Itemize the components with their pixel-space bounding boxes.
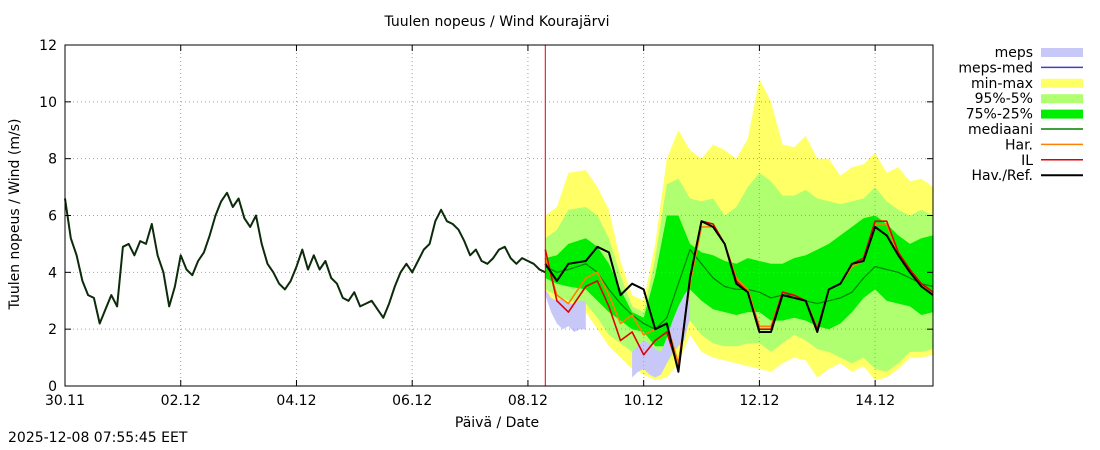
y-tick-label: 10 (39, 95, 57, 111)
x-tick-label: 06.12 (392, 393, 432, 409)
y-tick-label: 6 (48, 209, 57, 225)
x-tick-label: 10.12 (624, 393, 664, 409)
y-tick-label: 2 (48, 322, 57, 338)
legend-swatch (1041, 78, 1083, 88)
x-tick-label: 08.12 (508, 393, 548, 409)
legend-swatch (1041, 48, 1083, 57)
series-hav-ref-history (64, 191, 546, 325)
legend: mepsmeps-medmin-max95%-5%75%-25%mediaani… (958, 45, 1083, 184)
series-hav-ref-forecast (544, 220, 934, 373)
legend-label: IL (1021, 153, 1033, 169)
y-tick-label: 0 (48, 379, 57, 395)
x-tick-label: 04.12 (276, 393, 316, 409)
legend-label: 95%-5% (975, 91, 1033, 107)
legend-label: mediaani (968, 122, 1033, 138)
band-meps (545, 289, 586, 332)
series-il (544, 220, 934, 370)
legend-label: 75%-25% (966, 107, 1033, 123)
legend-label: Har. (1005, 137, 1033, 153)
legend-swatch (1041, 94, 1083, 104)
legend-label: meps-med (958, 60, 1033, 76)
x-tick-label: 14.12 (855, 393, 895, 409)
y-tick-label: 8 (48, 152, 57, 168)
plot-area: 0 2 4 6 8 10 12 30.11 02.12 04.12 06.12 08.12 10.12 1… (39, 38, 934, 409)
timestamp: 2025-12-08 07:55:45 EET (8, 430, 188, 446)
x-tick-label: 30.11 (45, 393, 85, 409)
series-mediaani (545, 249, 934, 330)
x-tick-label: 02.12 (161, 393, 201, 409)
legend-swatch (1041, 109, 1083, 119)
legend-label: Hav./Ref. (971, 168, 1033, 184)
x-tick-label: 12.12 (739, 393, 779, 409)
x-axis-label: Päivä / Date (455, 415, 539, 431)
y-tick-label: 4 (48, 265, 57, 281)
legend-label: min-max (971, 76, 1033, 92)
legend-label: meps (995, 45, 1033, 61)
band-meps-2 (632, 286, 690, 378)
chart-title: Tuulen nopeus / Wind Kourajärvi (383, 14, 609, 30)
y-axis-label: Tuulen nopeus / Wind (m/s) (7, 119, 23, 311)
y-tick-label: 12 (39, 38, 57, 54)
